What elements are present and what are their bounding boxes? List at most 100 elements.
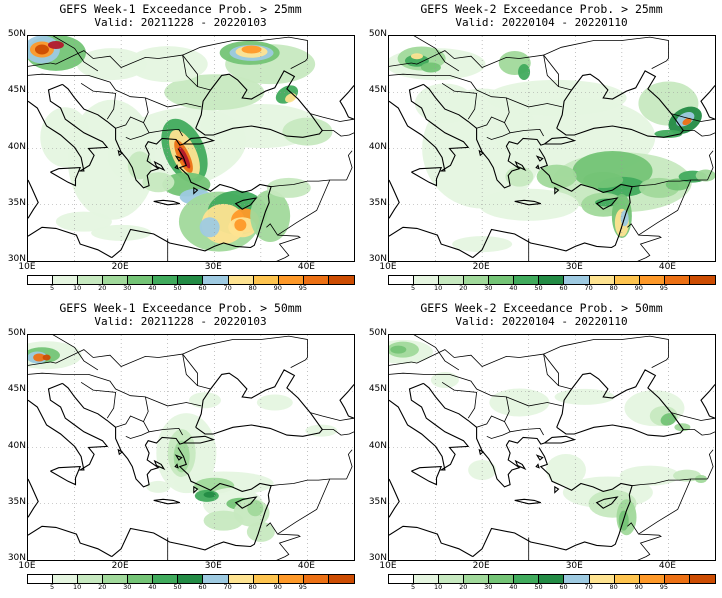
probability-shading — [142, 172, 175, 193]
colorbar-swatch — [514, 575, 540, 583]
colorbar-tick-label: 60 — [198, 284, 207, 292]
longitude-label: 40E — [658, 262, 676, 272]
colorbar-swatch — [103, 276, 129, 284]
colorbar-swatch — [253, 575, 279, 583]
colorbar-tick-label: 5 — [410, 583, 416, 591]
colorbar-swatch — [614, 575, 640, 583]
colorbar-swatch — [328, 276, 354, 284]
longitude-label: 20E — [111, 561, 129, 571]
colorbar-swatch — [228, 276, 254, 284]
probability-shading — [594, 198, 619, 207]
probability-shading — [247, 500, 264, 517]
colorbar-tick-label: 95 — [659, 583, 668, 591]
probability-shading — [414, 83, 475, 124]
probability-shading — [654, 129, 683, 138]
latitude-label: 45N — [368, 384, 387, 395]
colorbar-tick-label: 95 — [298, 583, 307, 591]
map-area — [388, 334, 716, 561]
probability-shading — [619, 465, 680, 486]
colorbar-tick-label: 10 — [73, 583, 82, 591]
probability-shading — [34, 44, 49, 55]
probability-shading — [404, 54, 429, 67]
colorbar-swatch — [328, 575, 354, 583]
probability-shading — [505, 166, 534, 187]
probability-shading — [420, 62, 441, 73]
gridlines — [28, 36, 354, 261]
panel-valid-dates: Valid: 20211228 - 20220103 — [94, 315, 267, 328]
gridlines — [389, 36, 715, 261]
latitude-label: 30N — [368, 254, 387, 264]
country-borders — [28, 36, 354, 261]
colorbar-swatch — [278, 276, 304, 284]
probability-shading — [285, 93, 297, 103]
colorbar-swatch — [539, 276, 565, 284]
longitude-label: 10E — [379, 561, 397, 571]
country-borders — [389, 36, 715, 261]
probability-shading-layer — [389, 339, 708, 536]
latitude-label: 35N — [7, 496, 26, 507]
probability-shading — [256, 394, 293, 411]
colorbar-tick-label: 50 — [534, 284, 543, 292]
colorbar-tick-label: 70 — [223, 583, 232, 591]
coastlines — [389, 70, 715, 259]
longitude-label: 40E — [658, 561, 676, 571]
colorbar-swatch — [228, 575, 254, 583]
probability-shading — [518, 64, 531, 80]
colorbar-swatch — [589, 575, 615, 583]
colorbar-tick-label: 80 — [609, 583, 618, 591]
colorbar-swatch — [414, 276, 440, 284]
colorbar-tick-label: 80 — [609, 284, 618, 292]
latitude-label: 40N — [368, 141, 387, 152]
colorbar-tick-label: 90 — [273, 583, 282, 591]
longitude-label: 20E — [111, 262, 129, 272]
colorbar-tick-label: 80 — [248, 583, 257, 591]
probability-shading — [410, 53, 423, 60]
country-borders — [28, 335, 354, 560]
longitude-label: 30E — [565, 262, 583, 272]
latitude-label: 50N — [7, 328, 26, 338]
colorbar-swatch — [464, 276, 490, 284]
latitude-label: 50N — [7, 29, 26, 39]
probability-shading — [55, 211, 112, 232]
longitude-label: 20E — [472, 561, 490, 571]
longitude-label: 10E — [379, 262, 397, 272]
colorbar-tick-label: 40 — [509, 583, 518, 591]
probability-shading — [583, 172, 624, 188]
colorbar-swatch — [278, 575, 304, 583]
colorbar-swatch — [614, 276, 640, 284]
latitude-label: 35N — [7, 197, 26, 208]
colorbar-tick-label: 70 — [584, 583, 593, 591]
latitude-label: 40N — [7, 141, 26, 152]
panel-title: GEFS Week-1 Exceedance Prob. > 25mm — [59, 2, 302, 16]
colorbar-tick-label: 90 — [634, 583, 643, 591]
probability-shading — [178, 146, 191, 169]
colorbar-swatch — [439, 276, 465, 284]
longitude-label: 10E — [18, 262, 36, 272]
probability-shading — [76, 48, 147, 81]
panel-title: GEFS Week-2 Exceedance Prob. > 50mm — [420, 301, 663, 315]
colorbar-tick-label: 80 — [248, 284, 257, 292]
colorbar-tick-label: 50 — [173, 583, 182, 591]
colorbar-tick-label: 95 — [298, 284, 307, 292]
colorbar-swatch — [564, 575, 590, 583]
colorbar-tick-label: 30 — [123, 583, 132, 591]
colorbar-tick-label: 40 — [148, 583, 157, 591]
probability-shading — [199, 217, 220, 238]
probability-shading — [468, 460, 497, 480]
coastlines — [389, 369, 715, 558]
colorbar-swatch — [664, 276, 690, 284]
colorbar-tick-label: 50 — [534, 583, 543, 591]
map-area — [27, 35, 355, 262]
colorbar-swatch — [53, 276, 79, 284]
colorbar-tick-label: 30 — [484, 583, 493, 591]
colorbar-tick-label: 20 — [98, 284, 107, 292]
probability-shading — [282, 117, 333, 146]
longitude-label: 30E — [565, 561, 583, 571]
colorbar-swatch — [153, 276, 179, 284]
latitude-label: 45N — [7, 85, 26, 96]
colorbar-swatch — [664, 575, 690, 583]
colorbar-swatch — [303, 575, 329, 583]
probability-shading — [40, 107, 91, 168]
probability-shading — [42, 354, 51, 361]
colorbar-swatch — [689, 575, 715, 583]
